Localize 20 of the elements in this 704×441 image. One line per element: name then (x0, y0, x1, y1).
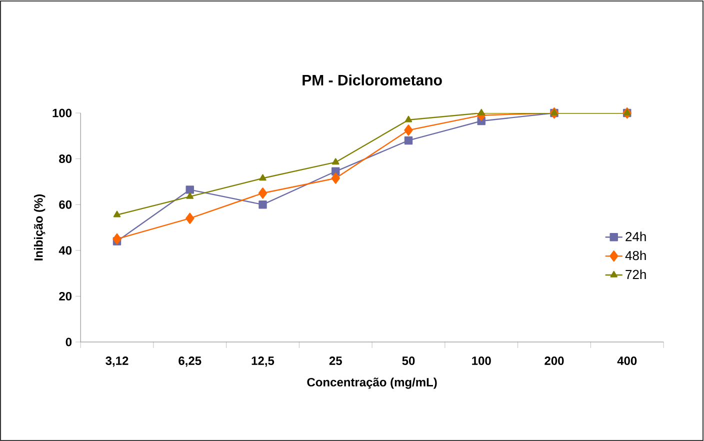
x-tick-label: 200 (544, 356, 564, 366)
y-tick-label: 0 (66, 338, 72, 346)
y-tick-label: 80 (59, 154, 72, 164)
x-tick-label: 25 (329, 356, 342, 366)
x-tick-label: 50 (402, 356, 415, 366)
y-tick-label: 60 (59, 200, 72, 209)
y-axis-title: Inibição (%) (34, 194, 46, 260)
legend-label: 48h (625, 250, 646, 260)
legend-label: 24h (626, 232, 646, 242)
x-tick-label: 6,25 (178, 356, 202, 367)
x-tick-label: 100 (472, 356, 491, 366)
x-tick-label: 3,12 (106, 356, 128, 367)
y-tick-label: 20 (59, 292, 72, 300)
chart-title: PM - Diclorometano (302, 74, 442, 86)
y-tick-label: 100 (52, 108, 72, 118)
legend-label: 72h (626, 270, 646, 279)
x-tick-label: 400 (617, 356, 637, 366)
x-tick-label: 12,5 (252, 356, 274, 367)
y-tick-label: 40 (58, 246, 72, 255)
x-axis-title: Concentração (mg/mL) (307, 378, 437, 389)
